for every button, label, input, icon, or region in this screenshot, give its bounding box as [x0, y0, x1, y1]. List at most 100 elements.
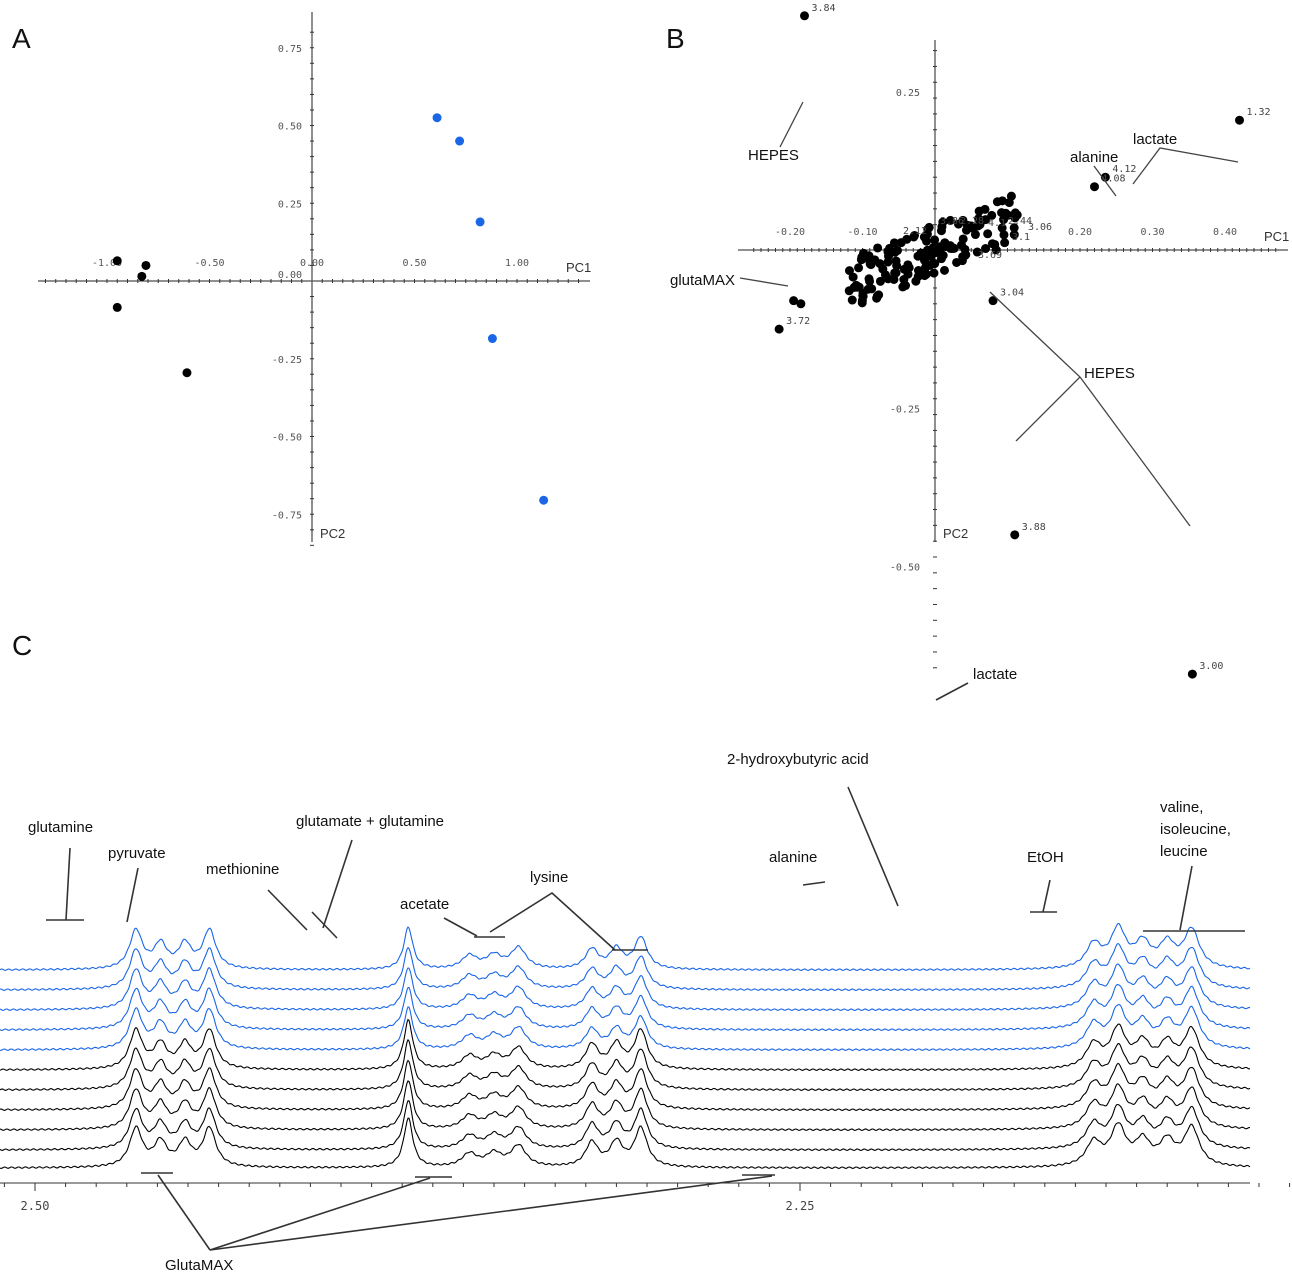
panel-a-y-tick-label: 0.25: [278, 199, 302, 210]
panel-b-cluster-point: [981, 244, 991, 254]
panel-b-cluster-point: [924, 222, 934, 232]
spectrum-blue: [0, 1004, 1251, 1051]
annotation-methionine: methionine: [206, 861, 279, 878]
panel-a-points: [112, 113, 549, 505]
panel-a-point: [487, 334, 497, 344]
panel-b-point-label: 4.12: [1112, 164, 1136, 175]
panel-b-cluster-point: [935, 242, 945, 252]
panel-b-cluster-point: [936, 254, 946, 264]
panel-b-x-tick-label: -0.20: [775, 227, 805, 238]
panel-a-y-tick-label: -0.75: [272, 510, 302, 521]
panel-b-cluster-point: [922, 245, 932, 255]
panel-b-cluster-point: [987, 210, 997, 220]
annotation-alanine: alanine: [769, 849, 817, 866]
panel-b-point: [800, 11, 809, 21]
panel-a-y-tick-label: -0.50: [272, 433, 302, 444]
panel-b-x-tick-label: 0.30: [1140, 227, 1164, 238]
panel-b-cluster-point: [913, 251, 923, 261]
panel-b-y-tick-label: 0.25: [896, 88, 920, 99]
panel-b-cluster-point: [999, 230, 1009, 240]
panel-b-leader-lines: [739, 101, 1239, 527]
panel-a-y-tick-label: 0.50: [278, 122, 302, 133]
annotation-lactate: lactate: [973, 666, 1017, 683]
annotation-glutamine: glutamine: [28, 819, 93, 836]
panel-b-cluster-point: [867, 284, 877, 294]
panel-b-cluster-point: [899, 274, 909, 284]
spectrum-black: [0, 1038, 1251, 1091]
panel-b-cluster-point: [1003, 210, 1013, 220]
panel-b-cluster-point: [866, 260, 876, 270]
annotation-leucine: leucine: [1160, 843, 1208, 860]
panel-b-labeled-points: 3.84 1.32 4.124.08 3.04 3.88 3.00 3.72: [774, 3, 1271, 679]
panel-b-annotation-hepes-bottom: HEPES: [1084, 365, 1135, 382]
panel-b-cluster-label: 3.69: [978, 250, 1002, 261]
spectrum-black: [0, 1059, 1251, 1111]
panel-b-cluster-point: [991, 245, 1001, 255]
panel-b-cluster-point: [1009, 223, 1019, 233]
panel-b-cluster-point: [896, 238, 906, 248]
panel-b-cluster-point: [890, 247, 900, 257]
panel-b-cluster-point: [929, 268, 939, 278]
panel-c-letter: C: [12, 630, 32, 661]
panel-b-cluster-point: [901, 265, 911, 275]
panel-b-annotation-lactate: lactate: [1133, 131, 1177, 148]
panel-b-cluster-point: [974, 206, 984, 216]
annotation-acetate: acetate: [400, 896, 449, 913]
panel-b-point: [1010, 530, 1020, 540]
spectrum-blue: [0, 923, 1251, 971]
panel-b-cluster-point: [939, 265, 949, 275]
panel-a-letter: A: [12, 23, 31, 54]
spectrum-black: [0, 1100, 1251, 1151]
spectrum-blue: [0, 963, 1251, 1011]
panel-b-cluster-labels: 2.12 3.86 2.28 2.44 4.1 3.06 3.69 3.1: [903, 216, 1052, 261]
panel-b-cluster-point: [1000, 238, 1010, 248]
panel-b-cluster-point: [875, 259, 885, 269]
panel-b-point-label: 4.08: [1102, 174, 1126, 185]
annotation-isoleucine: isoleucine,: [1160, 821, 1231, 838]
panel-b-cluster-point: [913, 266, 923, 276]
panel-b-annotation-glutamax: glutaMAX: [670, 272, 735, 289]
panel-c: C 2.502.252.001.751.501.251.00 glutamine…: [0, 630, 1291, 1274]
annotation-valine: valine,: [1160, 799, 1203, 816]
panel-b-cluster-point: [930, 235, 940, 245]
panel-b-cluster-point: [949, 243, 959, 253]
panel-b-cluster-point: [957, 240, 967, 250]
panel-b-x-axis-label: PC1: [1264, 229, 1289, 244]
panel-b-cluster-point: [961, 250, 971, 260]
panel-b-cluster-point: [974, 214, 984, 224]
panel-b-point-label: 3.04: [1000, 288, 1024, 299]
panel-b-point-label: 3.72: [786, 316, 810, 327]
panel-a-point: [141, 260, 151, 270]
panel-b-cluster-point: [1009, 230, 1019, 240]
panel-b-cluster-point: [1004, 198, 1014, 208]
panel-b-x-tick-label: 0.40: [1213, 227, 1237, 238]
annotation-glutamate-glutamine: glutamate + glutamine: [296, 813, 444, 830]
panel-b-y-axis-label: PC2: [943, 526, 968, 541]
panel-b-cluster-point: [970, 230, 980, 240]
panel-b-cluster-point: [864, 251, 874, 261]
panel-b-cluster-point: [1010, 208, 1020, 218]
panel-b-x-tick-label: 0.20: [1068, 227, 1092, 238]
panel-a-point: [137, 271, 147, 281]
panel-a: A -1.00 -0.50 0.00 0.50 1.00 0.75 0.50 0.25 0.00…: [12, 12, 591, 546]
panel-b-cluster-label: 3.1: [1012, 232, 1030, 243]
panel-a-point: [112, 256, 122, 266]
panel-b-cluster-point: [891, 256, 901, 266]
panel-b-letter: B: [666, 23, 685, 54]
panel-a-x-tick-label: 1.00: [505, 258, 529, 269]
panel-b-cluster-point: [872, 293, 882, 303]
panel-b-cluster-point: [945, 215, 955, 225]
panel-b-dense-cluster: [844, 191, 1022, 308]
panel-b-cluster-label: 2.44: [1008, 216, 1032, 227]
panel-c-x-tick-label: 2.50: [21, 1199, 50, 1213]
panel-a-point: [112, 302, 122, 312]
panel-b-point: [796, 299, 806, 309]
panel-b-cluster-label: 3.86: [940, 216, 964, 227]
annotation-etoh: EtOH: [1027, 849, 1064, 866]
panel-b-cluster-point: [997, 196, 1007, 206]
panel-b-cluster-point: [854, 263, 864, 273]
panel-a-point: [475, 217, 485, 227]
spectrum-blue: [0, 942, 1251, 991]
panel-b-cluster-point: [847, 295, 857, 305]
